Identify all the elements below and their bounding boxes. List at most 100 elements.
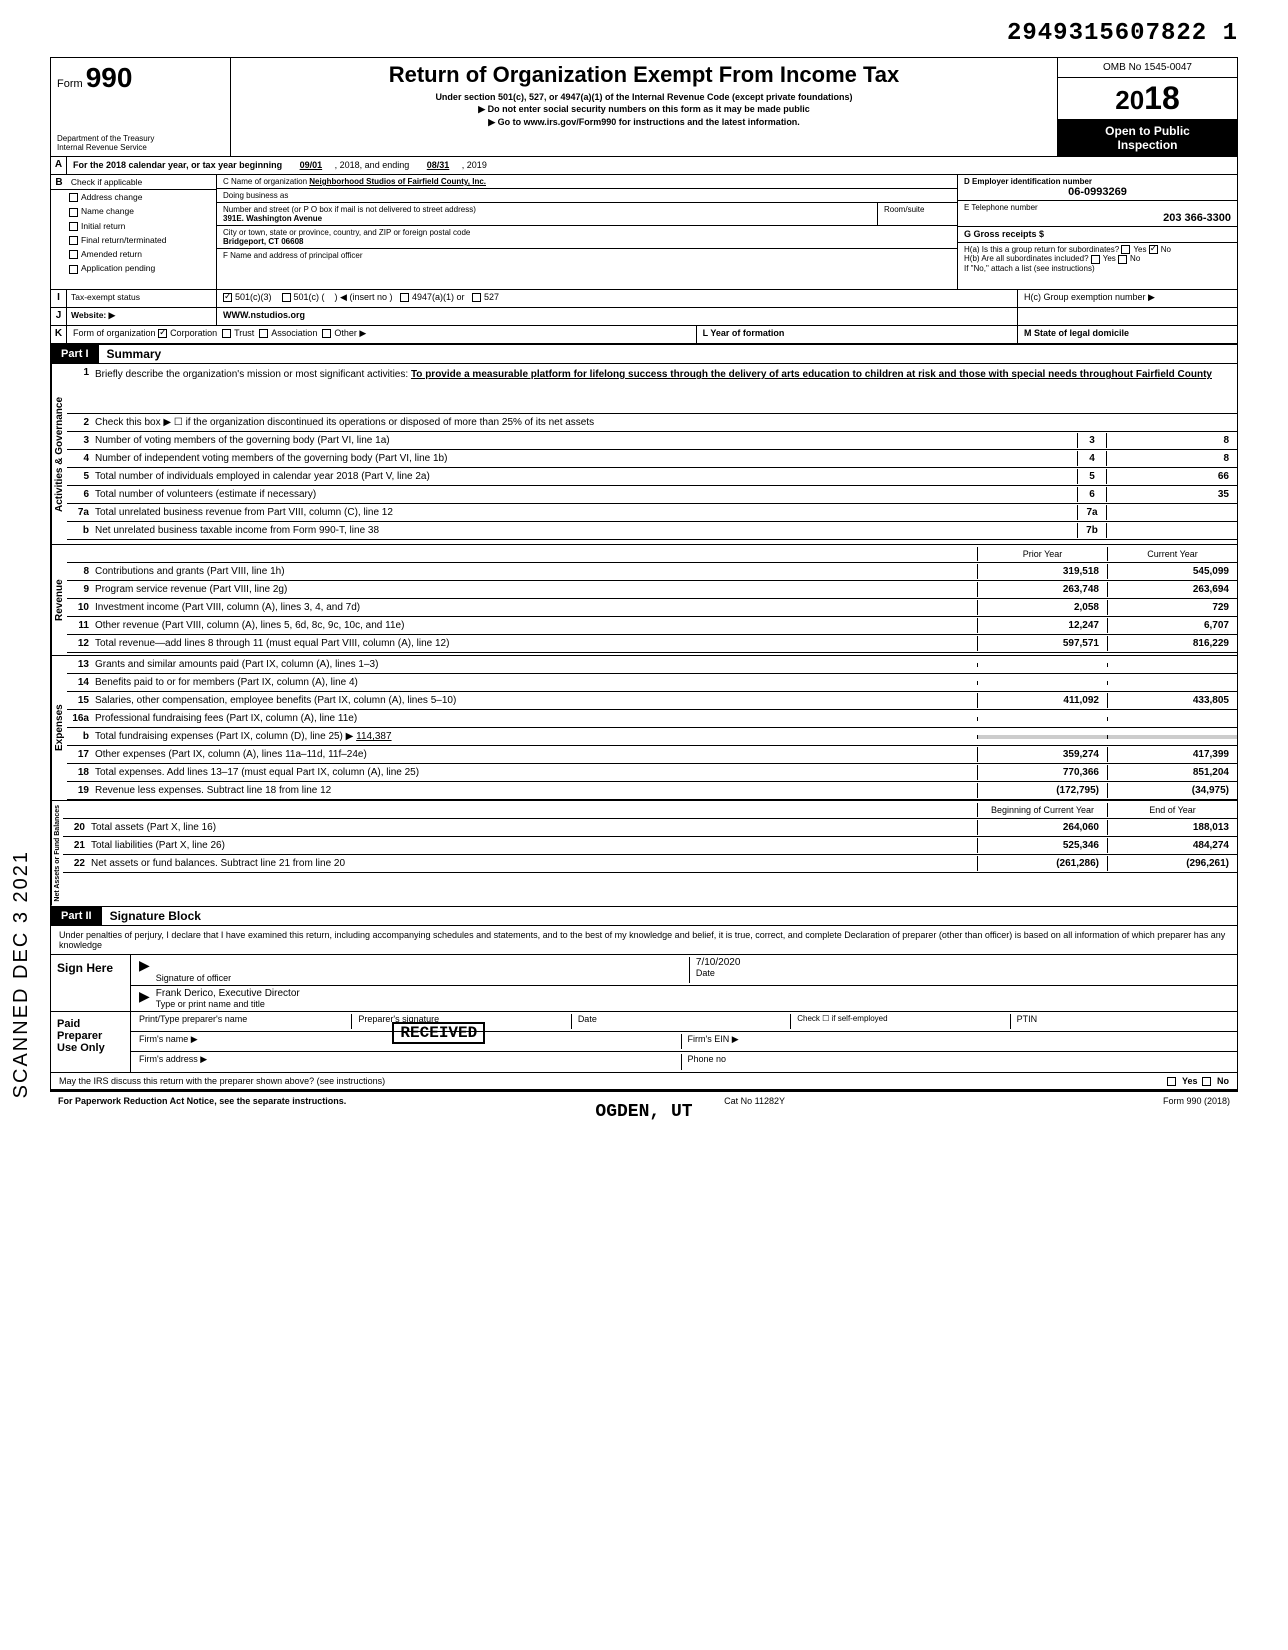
ein: 06-0993269 [964,186,1231,198]
val-14c [1107,681,1237,685]
section-revenue: Revenue [51,545,67,655]
chk-ha-yes[interactable] [1121,245,1130,254]
chk-501c[interactable] [282,293,291,302]
dept-irs: Internal Revenue Service [57,143,224,152]
inspection: Inspection [1062,138,1233,152]
discuss-yes: Yes [1182,1076,1198,1086]
chk-other[interactable] [322,329,331,338]
sig-date-val: 7/10/2020 [696,957,1229,968]
chk-pending[interactable] [69,265,78,274]
tax-year: 2018 [1058,78,1237,120]
val-4: 8 [1107,451,1237,466]
no-label: No [1161,245,1171,254]
firm-addr-label: Firm's address ▶ [139,1054,681,1070]
mission-text: To provide a measurable platform for lif… [411,369,1212,380]
line-a: A For the 2018 calendar year, or tax yea… [51,157,1237,175]
form-number: Form 990 [57,62,224,94]
c-label: C Name of organization [223,177,307,186]
part1-title: Summary [99,347,162,361]
chk-amended[interactable] [69,250,78,259]
chk-assoc[interactable] [259,329,268,338]
chk-4947[interactable] [400,293,409,302]
line-8: Contributions and grants (Part VIII, lin… [95,564,977,579]
line-15: Salaries, other compensation, employee b… [95,693,977,708]
g-label: G Gross receipts $ [964,229,1044,239]
line-a-mid: , 2018, and ending [335,160,410,170]
chk-527[interactable] [472,293,481,302]
chk-name-change[interactable] [69,208,78,217]
lbl-4947: 4947(a)(1) or [412,292,465,302]
val-7b [1107,529,1237,533]
lbl-other: Other ▶ [334,328,366,338]
hc-label: H(c) Group exemption number ▶ [1017,290,1237,307]
line-22: Net assets or fund balances. Subtract li… [91,856,977,871]
chk-501c3[interactable] [223,293,232,302]
val-16ac [1107,717,1237,721]
city-state-zip: Bridgeport, CT 06608 [223,237,303,246]
section-activities-governance: Activities & Governance [51,364,67,544]
type-name-label: Type or print name and title [156,999,265,1009]
lbl-initial-return: Initial return [81,221,125,231]
val-16bc [1107,735,1237,739]
e-label: E Telephone number [964,203,1038,212]
phone-label: Phone no [681,1054,1230,1070]
val-10p: 2,058 [977,600,1107,615]
d-label: D Employer identification number [964,177,1092,186]
yes-label: Yes [1133,245,1146,254]
line-6: Total number of volunteers (estimate if … [95,487,1077,502]
val-18c: 851,204 [1107,765,1237,780]
chk-trust[interactable] [222,329,231,338]
line-20: Total assets (Part X, line 16) [91,820,977,835]
chk-discuss-yes[interactable] [1167,1077,1176,1086]
line-19: Revenue less expenses. Subtract line 18 … [95,783,977,798]
part1-label: Part I [51,345,99,363]
lbl-pending: Application pending [81,263,155,273]
val-3: 8 [1107,433,1237,448]
line-2: Check this box ▶ ☐ if the organization d… [95,415,1237,430]
yes-label-2: Yes [1103,254,1116,263]
officer-name: Frank Derico, Executive Director [156,988,1229,999]
val-21p: 525,346 [977,838,1107,853]
lbl-corp: Corporation [170,328,217,338]
chk-initial-return[interactable] [69,222,78,231]
subtitle-3: ▶ Go to www.irs.gov/Form990 for instruct… [241,117,1047,128]
val-17p: 359,274 [977,747,1107,762]
prior-year-header: Prior Year [977,547,1107,561]
line-21: Total liabilities (Part X, line 26) [91,838,977,853]
begin-year-header: Beginning of Current Year [977,803,1107,817]
val-9c: 263,694 [1107,582,1237,597]
end-year-header: End of Year [1107,803,1237,817]
val-12p: 597,571 [977,636,1107,651]
chk-hb-no[interactable] [1118,255,1127,264]
prep-date-label: Date [572,1014,791,1029]
val-8c: 545,099 [1107,564,1237,579]
form-title: Return of Organization Exempt From Incom… [241,62,1047,88]
line-5: Total number of individuals employed in … [95,469,1077,484]
chk-final-return[interactable] [69,236,78,245]
val-17c: 417,399 [1107,747,1237,762]
line-16b: Total fundraising expenses (Part IX, col… [95,731,353,742]
arrow-icon-2: ▶ [139,988,150,1009]
chk-hb-yes[interactable] [1091,255,1100,264]
val-12c: 816,229 [1107,636,1237,651]
val-20c: 188,013 [1107,820,1237,835]
val-6: 35 [1107,487,1237,502]
sig-officer-label: Signature of officer [156,973,231,983]
i-label: Tax-exempt status [67,290,217,307]
chk-corp[interactable] [158,329,167,338]
chk-discuss-no[interactable] [1202,1077,1211,1086]
check-applicable-label: Check if applicable [67,175,216,189]
val-20p: 264,060 [977,820,1107,835]
end-date: 08/31 [427,160,450,170]
line-3: Number of voting members of the governin… [95,433,1077,448]
val-21c: 484,274 [1107,838,1237,853]
lbl-501c3: 501(c)(3) [235,292,272,302]
line-9: Program service revenue (Part VIII, line… [95,582,977,597]
f-label: F Name and address of principal officer [217,249,957,289]
chk-ha-no[interactable] [1149,245,1158,254]
chk-address-change[interactable] [69,193,78,202]
telephone: 203 366-3300 [964,212,1231,224]
m-label: M State of legal domicile [1024,328,1129,338]
discuss-label: May the IRS discuss this return with the… [59,1076,385,1086]
val-5: 66 [1107,469,1237,484]
